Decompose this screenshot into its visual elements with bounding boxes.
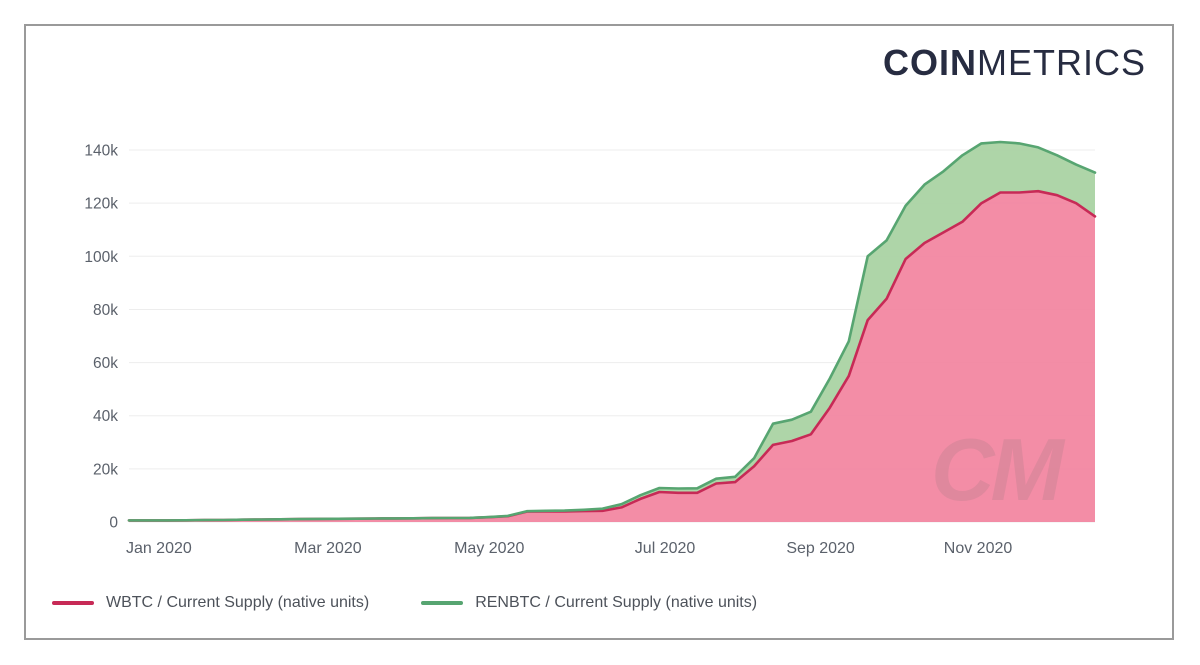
wbtc-line-swatch — [52, 601, 94, 605]
x-tick-sep-2020: Sep 2020 — [786, 540, 855, 557]
y-tick-40k: 40k — [93, 408, 118, 425]
renbtc-line-swatch — [421, 601, 464, 605]
legend-label-renbtc: RENBTC / Current Supply (native units) — [475, 594, 758, 611]
x-tick-jul-2020: Jul 2020 — [635, 540, 696, 557]
y-tick-80k: 80k — [93, 302, 118, 319]
legend-item-renbtc[interactable]: RENBTC / Current Supply (native units) — [421, 594, 757, 612]
y-tick-140k: 140k — [84, 143, 118, 160]
x-tick-may-2020: May 2020 — [454, 540, 524, 557]
renbtc-line — [127, 140, 1097, 522]
y-tick-20k: 20k — [93, 461, 118, 478]
x-tick-nov-2020: Nov 2020 — [944, 540, 1013, 557]
coinmetrics-logo: COINMETRICS — [883, 42, 1146, 84]
y-tick-60k: 60k — [93, 355, 118, 372]
y-tick-120k: 120k — [84, 196, 118, 213]
x-tick-mar-2020: Mar 2020 — [294, 540, 362, 557]
y-tick-100k: 100k — [84, 249, 118, 266]
y-tick-0: 0 — [109, 515, 118, 532]
logo-metrics: METRICS — [977, 42, 1146, 83]
logo-coin: COIN — [883, 42, 977, 83]
x-tick-jan-2020: Jan 2020 — [126, 540, 192, 557]
legend-label-wbtc: WBTC / Current Supply (native units) — [106, 594, 370, 611]
legend-item-wbtc[interactable]: WBTC / Current Supply (native units) — [52, 594, 369, 612]
cm-watermark: CM — [931, 420, 1066, 519]
supply-area-chart: 0 20k 40k 60k 80k 100k 120k 140k Jan 2020 Mar 202… — [84, 140, 1097, 557]
legend: WBTC / Current Supply (native units) REN… — [52, 594, 757, 612]
wbtc-area — [129, 191, 1095, 522]
renbtc-area — [129, 142, 1095, 521]
chart-card: COINMETRICS 0 20k 40k 60k 80k 100k 120k 140k Jan… — [24, 24, 1174, 640]
